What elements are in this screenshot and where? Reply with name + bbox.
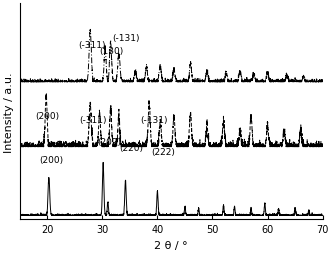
Text: (200): (200)	[39, 156, 63, 165]
Text: (130): (130)	[100, 46, 124, 55]
Text: (222): (222)	[151, 147, 175, 156]
Text: (-311): (-311)	[79, 115, 107, 124]
X-axis label: 2 θ / °: 2 θ / °	[155, 240, 188, 250]
Text: (-311): (-311)	[78, 41, 106, 50]
Text: (-131): (-131)	[140, 115, 167, 124]
Y-axis label: Intensity / a.u.: Intensity / a.u.	[4, 72, 14, 152]
Text: (202): (202)	[97, 137, 121, 146]
Text: (-131): (-131)	[112, 34, 140, 42]
Text: (200): (200)	[35, 112, 59, 121]
Text: (220): (220)	[119, 143, 143, 152]
